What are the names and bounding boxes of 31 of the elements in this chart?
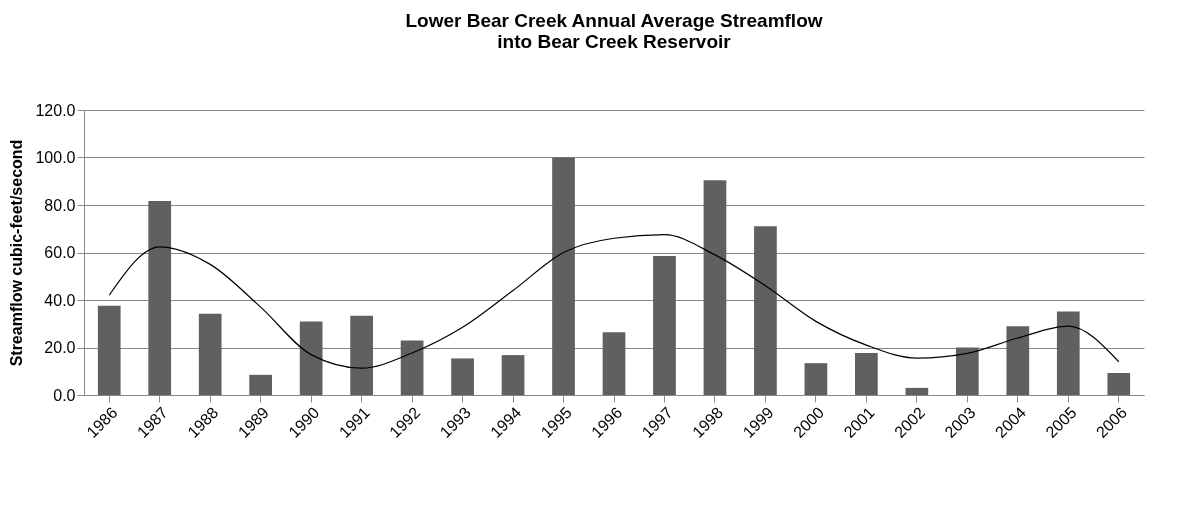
chart-title: Lower Bear Creek Annual Average Streamflow into Bear Creek Reservoir [405, 10, 823, 52]
y-tick-label: 60.0 [44, 244, 76, 261]
bar [148, 200, 172, 395]
bar [451, 358, 474, 395]
bar [198, 313, 222, 395]
bar [1006, 326, 1030, 395]
bar [754, 226, 777, 395]
line-series [108, 234, 1120, 369]
bar [653, 256, 676, 395]
y-tick-label: 100.0 [35, 149, 76, 166]
bar [249, 374, 273, 395]
bar [501, 355, 525, 395]
y-axis-title: Streamflow cubic-feet/second [8, 139, 26, 367]
bar [400, 340, 424, 395]
y-tick-label: 20.0 [44, 339, 76, 356]
bar [350, 315, 373, 395]
bar [1107, 372, 1131, 395]
y-tick-label: 80.0 [44, 196, 76, 214]
bar [602, 332, 626, 395]
bar [97, 305, 121, 395]
bar [299, 321, 323, 395]
bar [1056, 311, 1080, 395]
bar [804, 363, 828, 395]
bar [552, 157, 575, 395]
bar [905, 387, 929, 395]
y-tick-label: 0.0 [53, 386, 76, 404]
bar [955, 347, 979, 395]
bar [703, 180, 727, 395]
y-tick-label: 120.0 [35, 101, 76, 119]
bar [855, 352, 878, 395]
y-tick-label: 40.0 [44, 291, 76, 309]
